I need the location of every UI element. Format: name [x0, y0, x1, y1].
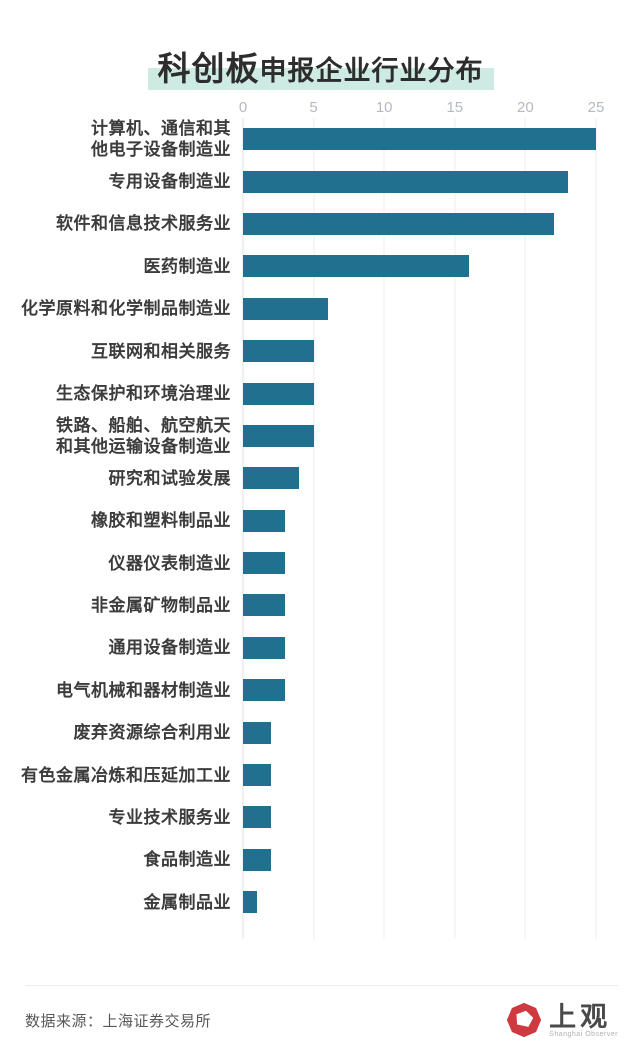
bar-track [243, 679, 596, 702]
bar [243, 382, 314, 405]
category-label: 生态保护和环境治理业 [56, 384, 231, 404]
bar-track [243, 255, 596, 278]
publisher-logo: 上观 Shanghai Observer [506, 1002, 618, 1038]
bar [243, 297, 328, 320]
bar [243, 509, 286, 532]
category-label: 专用设备制造业 [108, 172, 231, 192]
chart-title: 科创板申报企业行业分布 [0, 0, 641, 90]
x-axis-tick-label: 10 [375, 99, 393, 116]
category-label: 专业技术服务业 [108, 807, 231, 827]
bar [243, 636, 286, 659]
logo-text-block: 上观 Shanghai Observer [549, 1003, 618, 1038]
category-label: 研究和试验发展 [108, 468, 231, 488]
data-source-text: 数据来源：上海证券交易所 [25, 1012, 212, 1030]
bar [243, 848, 272, 871]
bar [243, 721, 272, 744]
category-label: 非金属矿物制品业 [91, 595, 231, 615]
bar-row: 仪器仪表制造业 [0, 542, 596, 584]
title-highlight-band: 科创板申报企业行业分布 [147, 42, 494, 90]
bar [243, 679, 286, 702]
logo-subtitle: Shanghai Observer [549, 1030, 618, 1038]
bar [243, 212, 554, 235]
bar-track [243, 806, 596, 829]
bar-track [243, 848, 596, 871]
bar-track [243, 764, 596, 787]
category-label: 橡胶和塑料制品业 [91, 511, 231, 531]
bar [243, 806, 272, 829]
bar-track [243, 509, 596, 532]
bar-row: 研究和试验发展 [0, 457, 596, 499]
bar-row: 互联网和相关服务 [0, 330, 596, 372]
bar [243, 170, 568, 193]
bar-rows: 计算机、通信和其 他电子设备制造业专用设备制造业软件和信息技术服务业医药制造业化… [0, 118, 641, 923]
category-label: 软件和信息技术服务业 [56, 214, 231, 234]
bar-track [243, 721, 596, 744]
category-label: 食品制造业 [143, 850, 231, 870]
bar-track [243, 297, 596, 320]
bar [243, 128, 596, 151]
x-axis-tick-label: 0 [238, 99, 248, 116]
bar-track [243, 424, 596, 447]
bar-track [243, 128, 596, 151]
category-label: 仪器仪表制造业 [108, 553, 231, 573]
category-label: 有色金属冶炼和压延加工业 [21, 765, 231, 785]
bar-track [243, 467, 596, 490]
bar-row: 化学原料和化学制品制造业 [0, 288, 596, 330]
bar [243, 424, 314, 447]
category-label: 化学原料和化学制品制造业 [21, 299, 231, 319]
bar-row: 医药制造业 [0, 245, 596, 287]
bar-track [243, 340, 596, 363]
bar [243, 891, 258, 914]
bar-row: 废弃资源综合利用业 [0, 711, 596, 753]
logo-octagon-icon [507, 1002, 542, 1038]
plot-area: 计算机、通信和其 他电子设备制造业专用设备制造业软件和信息技术服务业医药制造业化… [0, 118, 641, 940]
bar-row: 专业技术服务业 [0, 796, 596, 838]
logo-name: 上观 [549, 1001, 612, 1032]
bar-row: 软件和信息技术服务业 [0, 203, 596, 245]
x-axis-tick-label: 20 [517, 99, 534, 116]
bar-row: 有色金属冶炼和压延加工业 [0, 754, 596, 796]
bar-track [243, 212, 596, 235]
title-emphasis: 科创板 [157, 50, 260, 87]
bar-track [243, 170, 596, 193]
bar-row: 通用设备制造业 [0, 627, 596, 669]
bar-row: 金属制品业 [0, 881, 596, 923]
category-label: 铁路、船舶、航空航天 和其他运输设备制造业 [56, 415, 231, 456]
bar-track [243, 636, 596, 659]
footer: 数据来源：上海证券交易所 上观 Shanghai Observer [25, 985, 618, 1038]
title-rest: 申报企业行业分布 [259, 56, 484, 86]
bar-track [243, 891, 596, 914]
x-axis: 0 5 10 15 20 25 [239, 92, 605, 118]
bar [243, 467, 300, 490]
bar-row: 电气机械和器材制造业 [0, 669, 596, 711]
category-label: 金属制品业 [143, 892, 231, 912]
bar-row: 生态保护和环境治理业 [0, 372, 596, 414]
category-label: 计算机、通信和其 他电子设备制造业 [91, 119, 231, 160]
x-axis-tick-label: 15 [446, 99, 464, 116]
bar-track [243, 382, 596, 405]
bar [243, 255, 469, 278]
bar-chart: 0 5 10 15 20 25 计算机、通信和其 他电子设备制造业专用设备制造业软件和信息… [0, 92, 641, 940]
bar [243, 340, 314, 363]
category-label: 互联网和相关服务 [91, 341, 231, 361]
category-label: 电气机械和器材制造业 [56, 680, 231, 700]
bar [243, 552, 286, 575]
bar-row: 橡胶和塑料制品业 [0, 500, 596, 542]
category-label: 废弃资源综合利用业 [73, 723, 231, 743]
bar-row: 计算机、通信和其 他电子设备制造业 [0, 118, 596, 160]
category-label: 通用设备制造业 [108, 638, 231, 658]
bar-track [243, 552, 596, 575]
bar-track [243, 594, 596, 617]
x-axis-tick-label: 5 [309, 99, 318, 116]
bar [243, 594, 286, 617]
bar-row: 非金属矿物制品业 [0, 584, 596, 626]
x-axis-tick-label: 25 [587, 99, 605, 116]
category-label: 医药制造业 [143, 256, 231, 276]
bar-row: 铁路、船舶、航空航天 和其他运输设备制造业 [0, 415, 596, 457]
bar-row: 食品制造业 [0, 839, 596, 881]
bar-row: 专用设备制造业 [0, 160, 596, 202]
bar [243, 764, 272, 787]
